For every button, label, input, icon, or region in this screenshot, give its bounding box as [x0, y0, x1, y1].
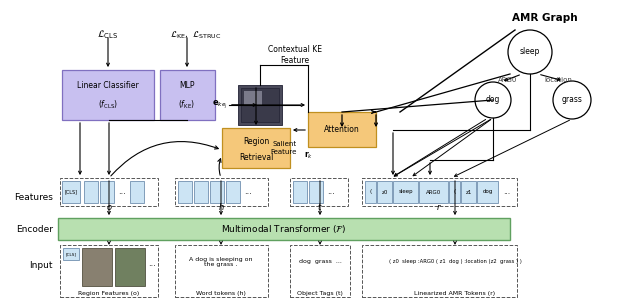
- Text: Encoder: Encoder: [16, 225, 53, 235]
- Text: (: (: [453, 189, 456, 195]
- Text: Salient
Feature: Salient Feature: [271, 142, 297, 155]
- Text: ...: ...: [118, 188, 126, 196]
- Bar: [178, 181, 192, 203]
- Bar: [393, 181, 418, 203]
- Text: grass: grass: [561, 95, 582, 105]
- Text: [CLS]: [CLS]: [65, 252, 77, 256]
- Bar: [175, 245, 268, 297]
- Text: $\mathcal{L}_\mathrm{CLS}$: $\mathcal{L}_\mathrm{CLS}$: [97, 29, 118, 41]
- Text: ARG0: ARG0: [499, 77, 518, 83]
- Text: ...: ...: [244, 188, 252, 196]
- Text: ARG0: ARG0: [426, 189, 441, 195]
- Bar: [194, 181, 208, 203]
- Text: AMR Graph: AMR Graph: [512, 13, 578, 23]
- Bar: [84, 181, 98, 203]
- Bar: [60, 245, 158, 297]
- Text: z1: z1: [465, 189, 472, 195]
- Text: $(f_\mathrm{CLS})$: $(f_\mathrm{CLS})$: [98, 99, 118, 111]
- Text: dog: dog: [483, 189, 493, 195]
- Text: location: location: [544, 77, 572, 83]
- Text: (: (: [369, 189, 372, 195]
- Circle shape: [553, 81, 591, 119]
- Bar: [58, 218, 510, 240]
- Text: ...: ...: [148, 260, 156, 268]
- Bar: [244, 91, 262, 105]
- Bar: [290, 178, 348, 206]
- Bar: [226, 181, 240, 203]
- Bar: [449, 181, 460, 203]
- Bar: [62, 70, 154, 120]
- Bar: [82, 248, 112, 286]
- Bar: [362, 178, 517, 206]
- Text: Linear Classifier: Linear Classifier: [77, 81, 139, 91]
- Bar: [461, 181, 476, 203]
- Text: Multimodal Transformer ($\mathcal{F}$): Multimodal Transformer ($\mathcal{F}$): [221, 223, 347, 235]
- Bar: [238, 85, 282, 125]
- Bar: [362, 245, 517, 297]
- Text: sleep: sleep: [520, 48, 540, 56]
- Text: Input: Input: [29, 260, 53, 270]
- Text: Word tokens (h): Word tokens (h): [196, 292, 246, 296]
- Bar: [241, 88, 279, 122]
- FancyArrowPatch shape: [218, 159, 221, 175]
- Text: sleep: sleep: [398, 189, 413, 195]
- Text: $\mathcal{L}_\mathrm{KE},\ \mathcal{L}_\mathrm{STRUC}$: $\mathcal{L}_\mathrm{KE},\ \mathcal{L}_\…: [170, 29, 221, 41]
- Text: [CLS]: [CLS]: [65, 189, 77, 195]
- Text: t: t: [317, 203, 321, 211]
- Text: dog: dog: [486, 95, 500, 105]
- Bar: [293, 181, 307, 203]
- Text: Retrieval: Retrieval: [239, 152, 273, 162]
- Bar: [308, 112, 376, 147]
- FancyArrowPatch shape: [111, 142, 218, 176]
- Text: Linearized AMR Tokens (r): Linearized AMR Tokens (r): [415, 292, 495, 296]
- Text: Contextual KE
Feature: Contextual KE Feature: [268, 45, 322, 65]
- Bar: [222, 128, 290, 168]
- Text: z0: z0: [381, 189, 388, 195]
- Text: $\mathbf{e}_{ke_j}$: $\mathbf{e}_{ke_j}$: [212, 99, 228, 111]
- Text: Attention: Attention: [324, 124, 360, 134]
- Bar: [115, 248, 145, 286]
- Bar: [365, 181, 376, 203]
- Bar: [60, 178, 158, 206]
- Text: r: r: [436, 203, 440, 211]
- Bar: [62, 181, 80, 203]
- Text: $(f_\mathrm{KE})$: $(f_\mathrm{KE})$: [179, 99, 196, 111]
- Text: Region: Region: [243, 138, 269, 146]
- Bar: [419, 181, 448, 203]
- Text: dog  grass  ...: dog grass ...: [299, 260, 341, 264]
- Bar: [309, 181, 323, 203]
- Bar: [100, 181, 114, 203]
- Text: $\mathbf{r}_k$: $\mathbf{r}_k$: [304, 149, 313, 161]
- Text: o: o: [106, 203, 111, 211]
- Text: ...: ...: [504, 188, 511, 196]
- Text: ( z0  sleep :ARG0 ( z1  dog ) :location (z2  grass ) ): ( z0 sleep :ARG0 ( z1 dog ) :location (z…: [388, 260, 522, 264]
- Bar: [210, 181, 224, 203]
- Circle shape: [475, 82, 511, 118]
- Text: ...: ...: [327, 188, 335, 196]
- Bar: [175, 178, 268, 206]
- Bar: [290, 245, 350, 297]
- Text: Features: Features: [14, 192, 53, 202]
- Text: Region Features (o): Region Features (o): [78, 292, 140, 296]
- Bar: [160, 70, 215, 120]
- Text: MLP: MLP: [179, 81, 195, 91]
- Bar: [377, 181, 392, 203]
- Circle shape: [508, 30, 552, 74]
- Text: Object Tags (t): Object Tags (t): [297, 292, 343, 296]
- Text: A dog is sleeping on
the grass .: A dog is sleeping on the grass .: [189, 257, 253, 267]
- Bar: [63, 248, 79, 260]
- Text: h: h: [218, 203, 223, 211]
- Bar: [130, 181, 144, 203]
- Bar: [477, 181, 498, 203]
